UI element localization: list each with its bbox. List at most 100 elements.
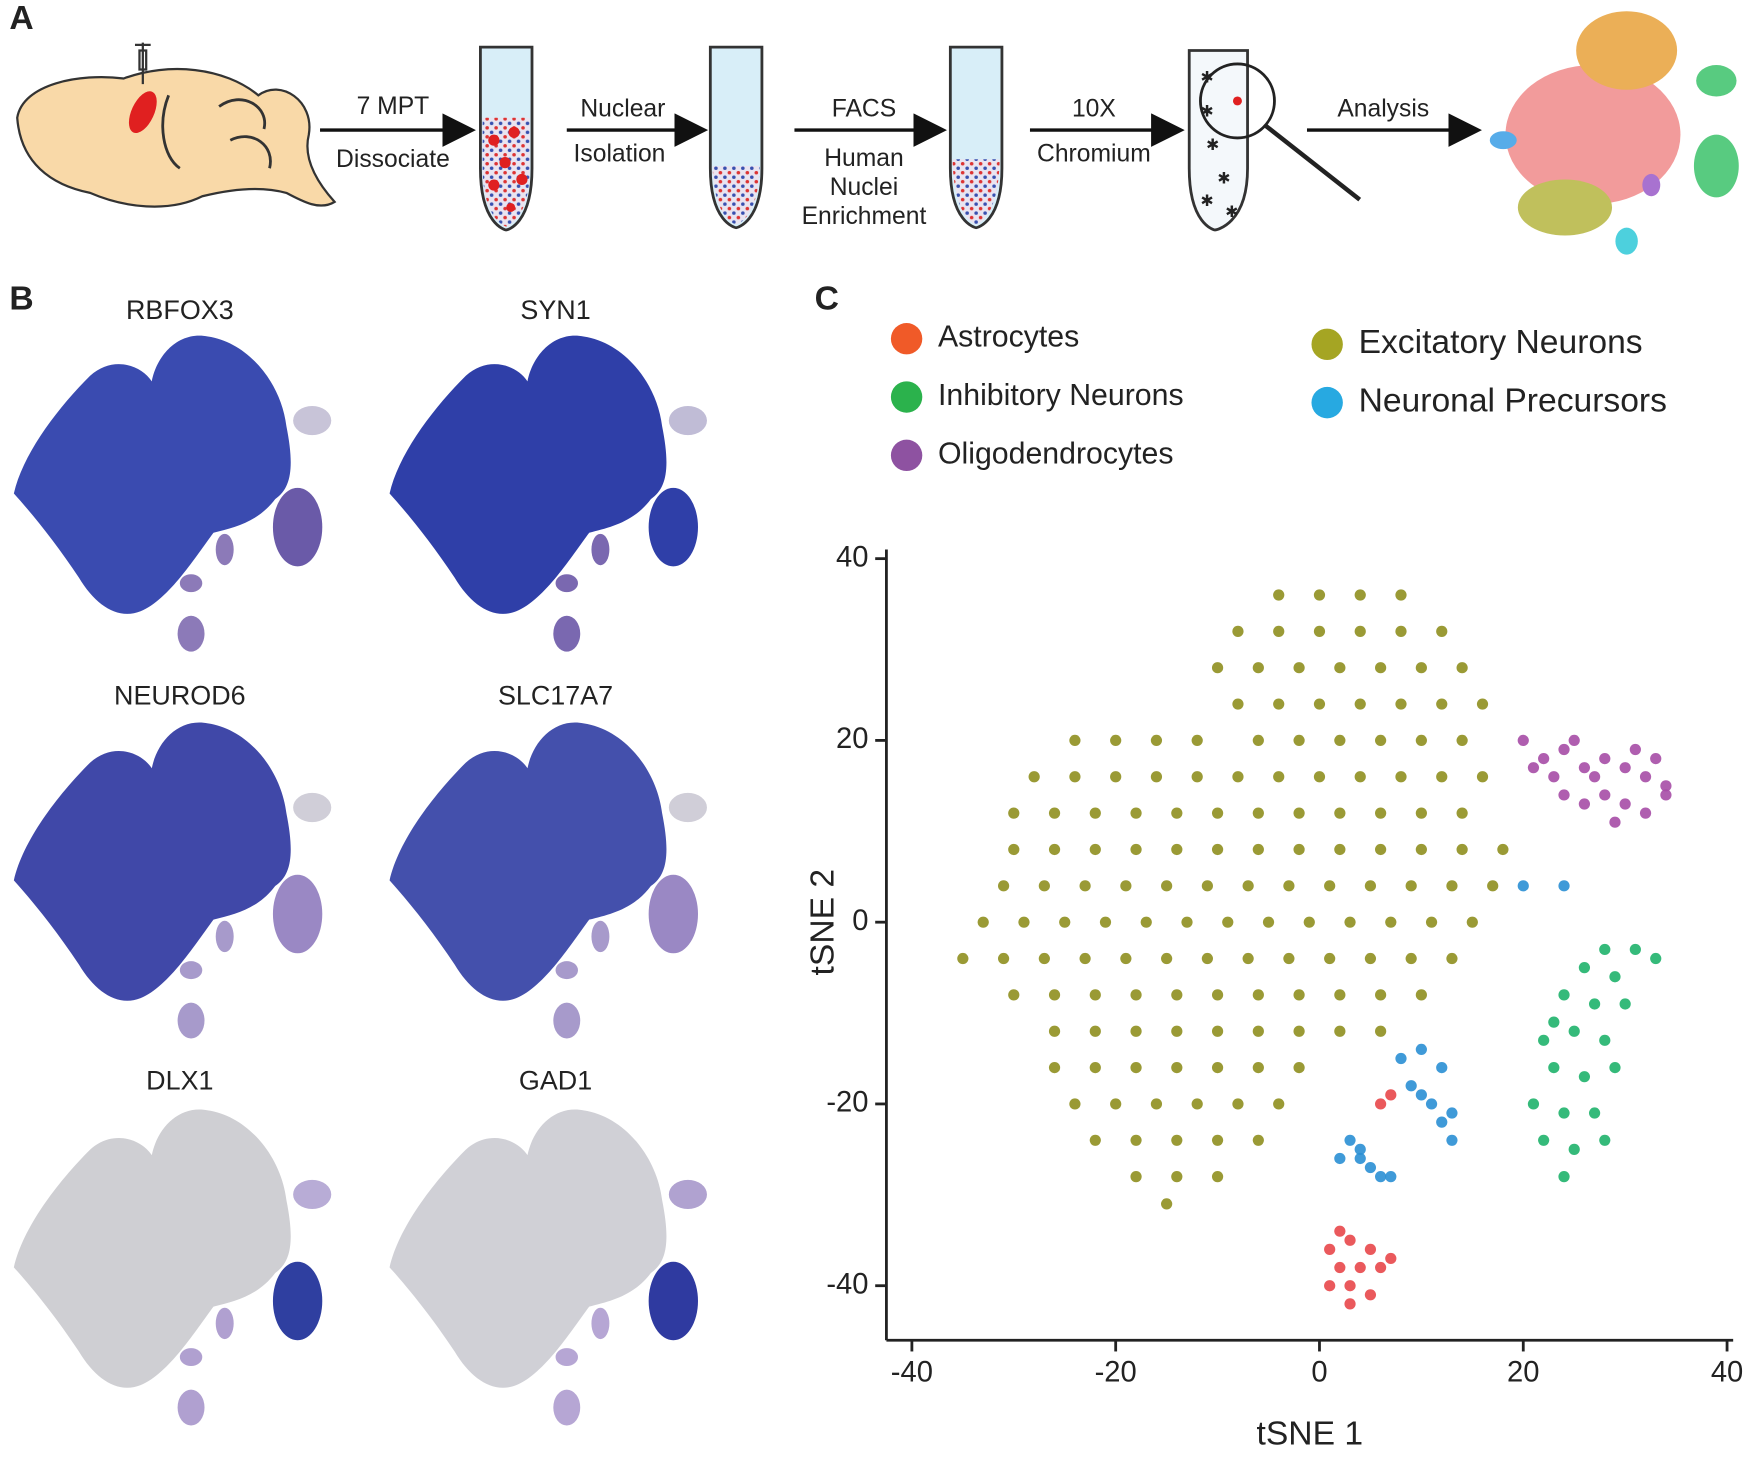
point	[1150, 771, 1163, 783]
x-tick-label: 40	[1711, 1357, 1743, 1389]
point	[1171, 1061, 1183, 1074]
point	[1415, 734, 1427, 747]
point	[1517, 880, 1529, 892]
feature-plots: RBFOX3 SYN1 NEUROD6 SLC17A7 DLX1 GAD1	[13, 295, 707, 1426]
x-tick-label: -40	[891, 1357, 933, 1389]
point	[1048, 807, 1061, 819]
point	[1344, 1298, 1356, 1310]
gene-title: RBFOX3	[126, 295, 234, 325]
point	[1354, 589, 1366, 601]
point	[1232, 625, 1244, 637]
point	[1242, 880, 1254, 892]
point	[1130, 989, 1142, 1001]
legend-label: Inhibitory Neurons	[938, 379, 1184, 412]
panel-label: B	[9, 280, 33, 317]
point	[1364, 1243, 1377, 1255]
point	[1130, 1061, 1142, 1074]
point	[1262, 916, 1275, 928]
point	[1354, 771, 1366, 783]
point	[1375, 989, 1387, 1001]
point	[1211, 1025, 1224, 1037]
point	[1150, 734, 1163, 747]
point	[1425, 1098, 1438, 1110]
magnifier-handle	[1264, 123, 1362, 202]
point	[997, 880, 1010, 892]
point	[1252, 807, 1264, 819]
point	[1650, 752, 1662, 765]
gene-title: DLX1	[146, 1065, 213, 1095]
step-label: Analysis	[1337, 95, 1429, 122]
point	[1588, 1107, 1601, 1119]
point	[1191, 771, 1203, 783]
point	[1517, 734, 1529, 747]
point	[1375, 1025, 1387, 1037]
point	[1456, 734, 1468, 747]
point	[1568, 1025, 1580, 1037]
point	[1538, 1034, 1550, 1046]
point	[1425, 916, 1438, 928]
point	[1395, 771, 1407, 783]
point	[1089, 989, 1101, 1001]
point	[1405, 880, 1417, 892]
feature-plot	[389, 335, 707, 652]
tube-contents	[712, 165, 760, 225]
point	[1609, 816, 1621, 828]
point	[1130, 843, 1142, 856]
point	[1313, 589, 1326, 601]
nuclei	[488, 126, 528, 212]
point	[1089, 807, 1101, 819]
point	[1405, 952, 1417, 965]
point	[1599, 789, 1611, 801]
point	[1487, 880, 1499, 892]
point	[1191, 1098, 1203, 1110]
legend-marker	[890, 381, 923, 413]
point	[1639, 807, 1652, 819]
point	[1008, 843, 1020, 856]
point	[1161, 1198, 1173, 1210]
point	[1334, 662, 1346, 674]
point	[1211, 843, 1224, 856]
point	[1599, 943, 1611, 956]
point	[1171, 989, 1183, 1001]
point	[1568, 1143, 1580, 1155]
point	[1538, 1134, 1550, 1146]
legend-label: Oligodendrocytes	[938, 437, 1174, 470]
analysis-thumbnail	[1489, 11, 1739, 255]
point	[1273, 771, 1285, 783]
point	[1334, 843, 1346, 856]
point	[1161, 880, 1173, 892]
point	[1008, 989, 1020, 1001]
step-label: Isolation	[574, 140, 666, 167]
point	[1588, 771, 1601, 783]
point	[1211, 1171, 1224, 1183]
point	[1334, 734, 1346, 747]
feature-plot	[13, 1109, 332, 1426]
point	[1211, 1134, 1224, 1146]
point	[1130, 1171, 1142, 1183]
point	[1354, 698, 1366, 710]
point	[997, 952, 1010, 965]
point	[1334, 1152, 1346, 1165]
point	[1558, 1107, 1570, 1119]
point	[1436, 625, 1448, 637]
point	[1660, 780, 1672, 792]
tube	[1187, 49, 1249, 232]
x-tick-label: 20	[1507, 1357, 1539, 1389]
point	[1069, 771, 1081, 783]
point	[1079, 880, 1091, 892]
point	[1527, 1098, 1540, 1110]
point	[1181, 916, 1193, 928]
point	[1048, 843, 1061, 856]
point	[1415, 1043, 1427, 1056]
point	[1375, 807, 1387, 819]
y-tick-label: 20	[836, 723, 868, 755]
step-label: 7 MPT	[357, 93, 430, 120]
point	[1558, 789, 1570, 801]
point	[1079, 952, 1091, 965]
point	[1660, 789, 1672, 801]
point	[1171, 1171, 1183, 1183]
injection-site	[128, 91, 157, 134]
point	[1436, 698, 1448, 710]
point	[1283, 952, 1295, 965]
point	[1364, 880, 1377, 892]
